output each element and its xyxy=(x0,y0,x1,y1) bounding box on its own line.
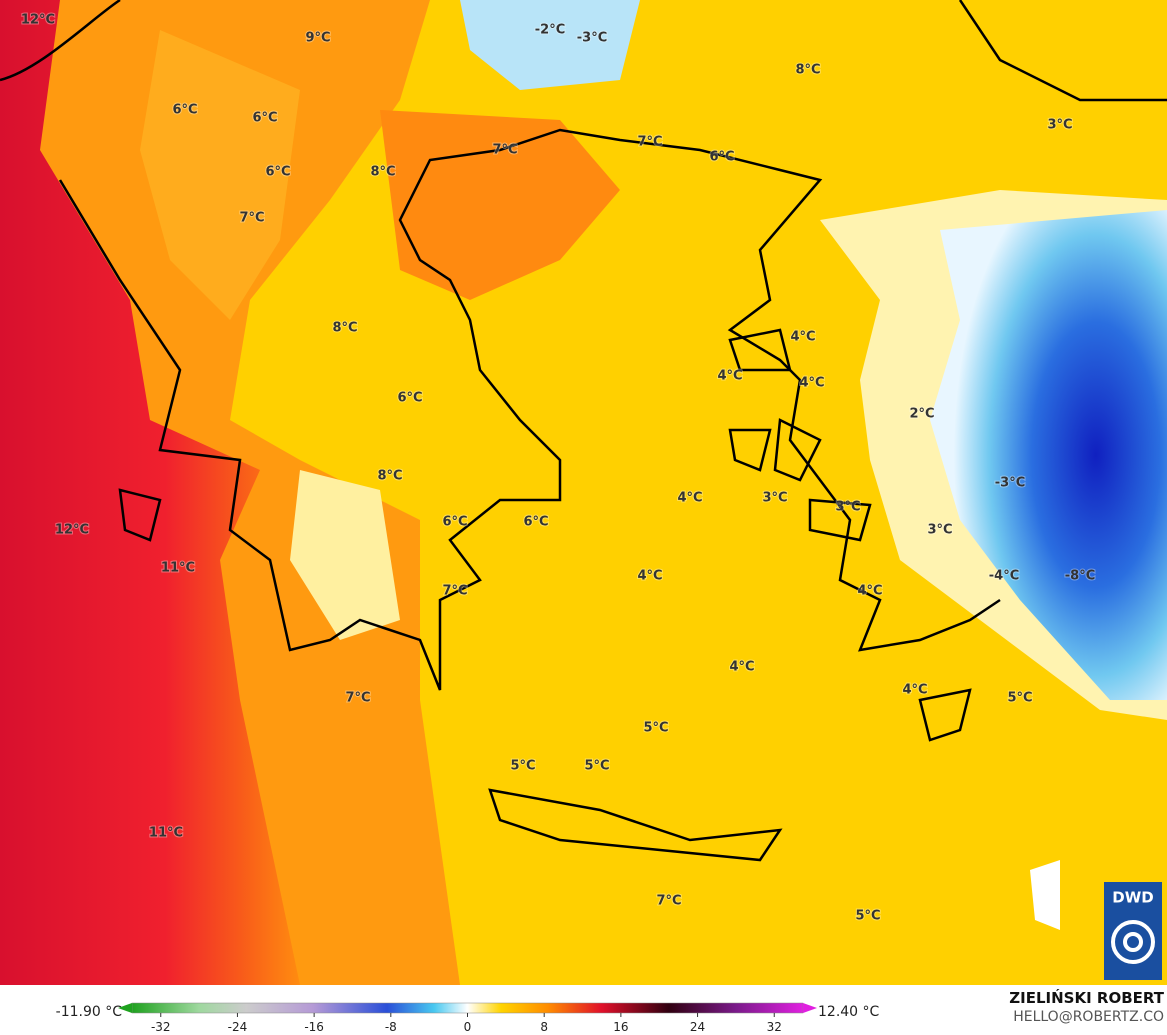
temperature-label: 3°C xyxy=(762,491,787,506)
temperature-label: 4°C xyxy=(902,683,927,698)
temperature-label: 6°C xyxy=(709,150,734,165)
colorbar-tick-label: 24 xyxy=(690,1020,705,1034)
temperature-label: 6°C xyxy=(523,515,548,530)
temperature-labels: 12°C 9°C -2°C -3°C 8°C 6°C 6°C 7°C 7°C 6°C 3°C 6°C 8… xyxy=(20,12,1096,925)
temperature-label: 11°C xyxy=(149,826,183,841)
temperature-label: 12°C xyxy=(21,13,55,28)
colorbar-arrow xyxy=(118,1003,132,1013)
colorbar-tick-label: 0 xyxy=(464,1020,472,1034)
temperature-label: 6°C xyxy=(397,391,422,406)
temperature-label: 7°C xyxy=(637,135,662,150)
dwd-logo: DWD xyxy=(1104,882,1162,980)
colorbar-tick-label: -8 xyxy=(385,1020,397,1034)
temperature-label: 3°C xyxy=(835,500,860,515)
temperature-label: 4°C xyxy=(637,569,662,584)
temperature-label: 4°C xyxy=(799,376,824,391)
temperature-label: 3°C xyxy=(1047,118,1072,133)
temperature-label: 6°C xyxy=(442,515,467,530)
temperature-label: 4°C xyxy=(717,369,742,384)
temperature-label: 4°C xyxy=(677,491,702,506)
temperature-label: 7°C xyxy=(442,584,467,599)
colorbar-max-label: 12.40 °C xyxy=(818,1004,880,1020)
temperature-label: 5°C xyxy=(855,909,880,924)
inland-patch xyxy=(140,30,300,320)
temperature-label: -3°C xyxy=(995,476,1025,491)
logo-text: DWD xyxy=(1112,889,1153,907)
colorbar-tick-label: -32 xyxy=(151,1020,171,1034)
temperature-label: -4°C xyxy=(989,569,1019,584)
temperature-label: 4°C xyxy=(729,660,754,675)
logo-swirl xyxy=(1123,932,1143,952)
colorbar-tick-label: 32 xyxy=(767,1020,782,1034)
colorbar-min-label: -11.90 °C xyxy=(56,1004,123,1020)
logo-swirl xyxy=(1111,920,1155,964)
temperature-label: 6°C xyxy=(252,111,277,126)
mountain-patch xyxy=(290,470,400,640)
temperature-label: 8°C xyxy=(370,165,395,180)
temperature-label: 8°C xyxy=(795,63,820,78)
coastlines xyxy=(0,0,1167,862)
temperature-label: -2°C xyxy=(535,23,565,38)
temperature-label: 8°C xyxy=(332,321,357,336)
sea-warm-zone xyxy=(0,0,300,985)
temperature-label: 11°C xyxy=(161,561,195,576)
temperature-label: 2°C xyxy=(909,407,934,422)
temperature-label: 7°C xyxy=(492,143,517,158)
temperature-label: 7°C xyxy=(656,894,681,909)
temperature-label: 5°C xyxy=(584,759,609,774)
colorbar-tick-label: 8 xyxy=(540,1020,548,1034)
colorbar-gradient xyxy=(131,1002,804,1014)
cold-patch xyxy=(460,0,640,90)
colorbar: -11.90 °C 12.40 °C -32 -24 -16 -8 0 8 16 24 32 xyxy=(56,1002,880,1034)
temperature-label: 7°C xyxy=(345,691,370,706)
temperature-label: 6°C xyxy=(172,103,197,118)
temperature-label: 12°C xyxy=(55,523,89,538)
temperature-label: -8°C xyxy=(1065,569,1095,584)
temperature-label: 4°C xyxy=(790,330,815,345)
temperature-label: 6°C xyxy=(265,165,290,180)
temperature-label: -3°C xyxy=(577,31,607,46)
temperature-label: 8°C xyxy=(377,469,402,484)
colorbar-tick-label: 16 xyxy=(613,1020,628,1034)
temperature-label: 4°C xyxy=(857,584,882,599)
colorbar-tick-label: -16 xyxy=(304,1020,324,1034)
map: 12°C 9°C -2°C -3°C 8°C 6°C 6°C 7°C 7°C 6°C 3°C 6°C 8… xyxy=(0,0,1167,985)
white-patch xyxy=(1030,860,1060,930)
temperature-label: 5°C xyxy=(510,759,535,774)
email: HELLO@ROBERTZ.CO xyxy=(1013,1009,1164,1025)
temperature-label: 9°C xyxy=(305,31,330,46)
temperature-label: 5°C xyxy=(1007,691,1032,706)
temperature-label: 3°C xyxy=(927,523,952,538)
cold-zone xyxy=(930,210,1167,700)
temperature-label: 5°C xyxy=(643,721,668,736)
temperature-label: 7°C xyxy=(239,211,264,226)
author: ZIELIŃSKI ROBERT xyxy=(1009,988,1164,1007)
colorbar-tick-label: -24 xyxy=(228,1020,248,1034)
colorbar-arrow xyxy=(803,1003,817,1013)
